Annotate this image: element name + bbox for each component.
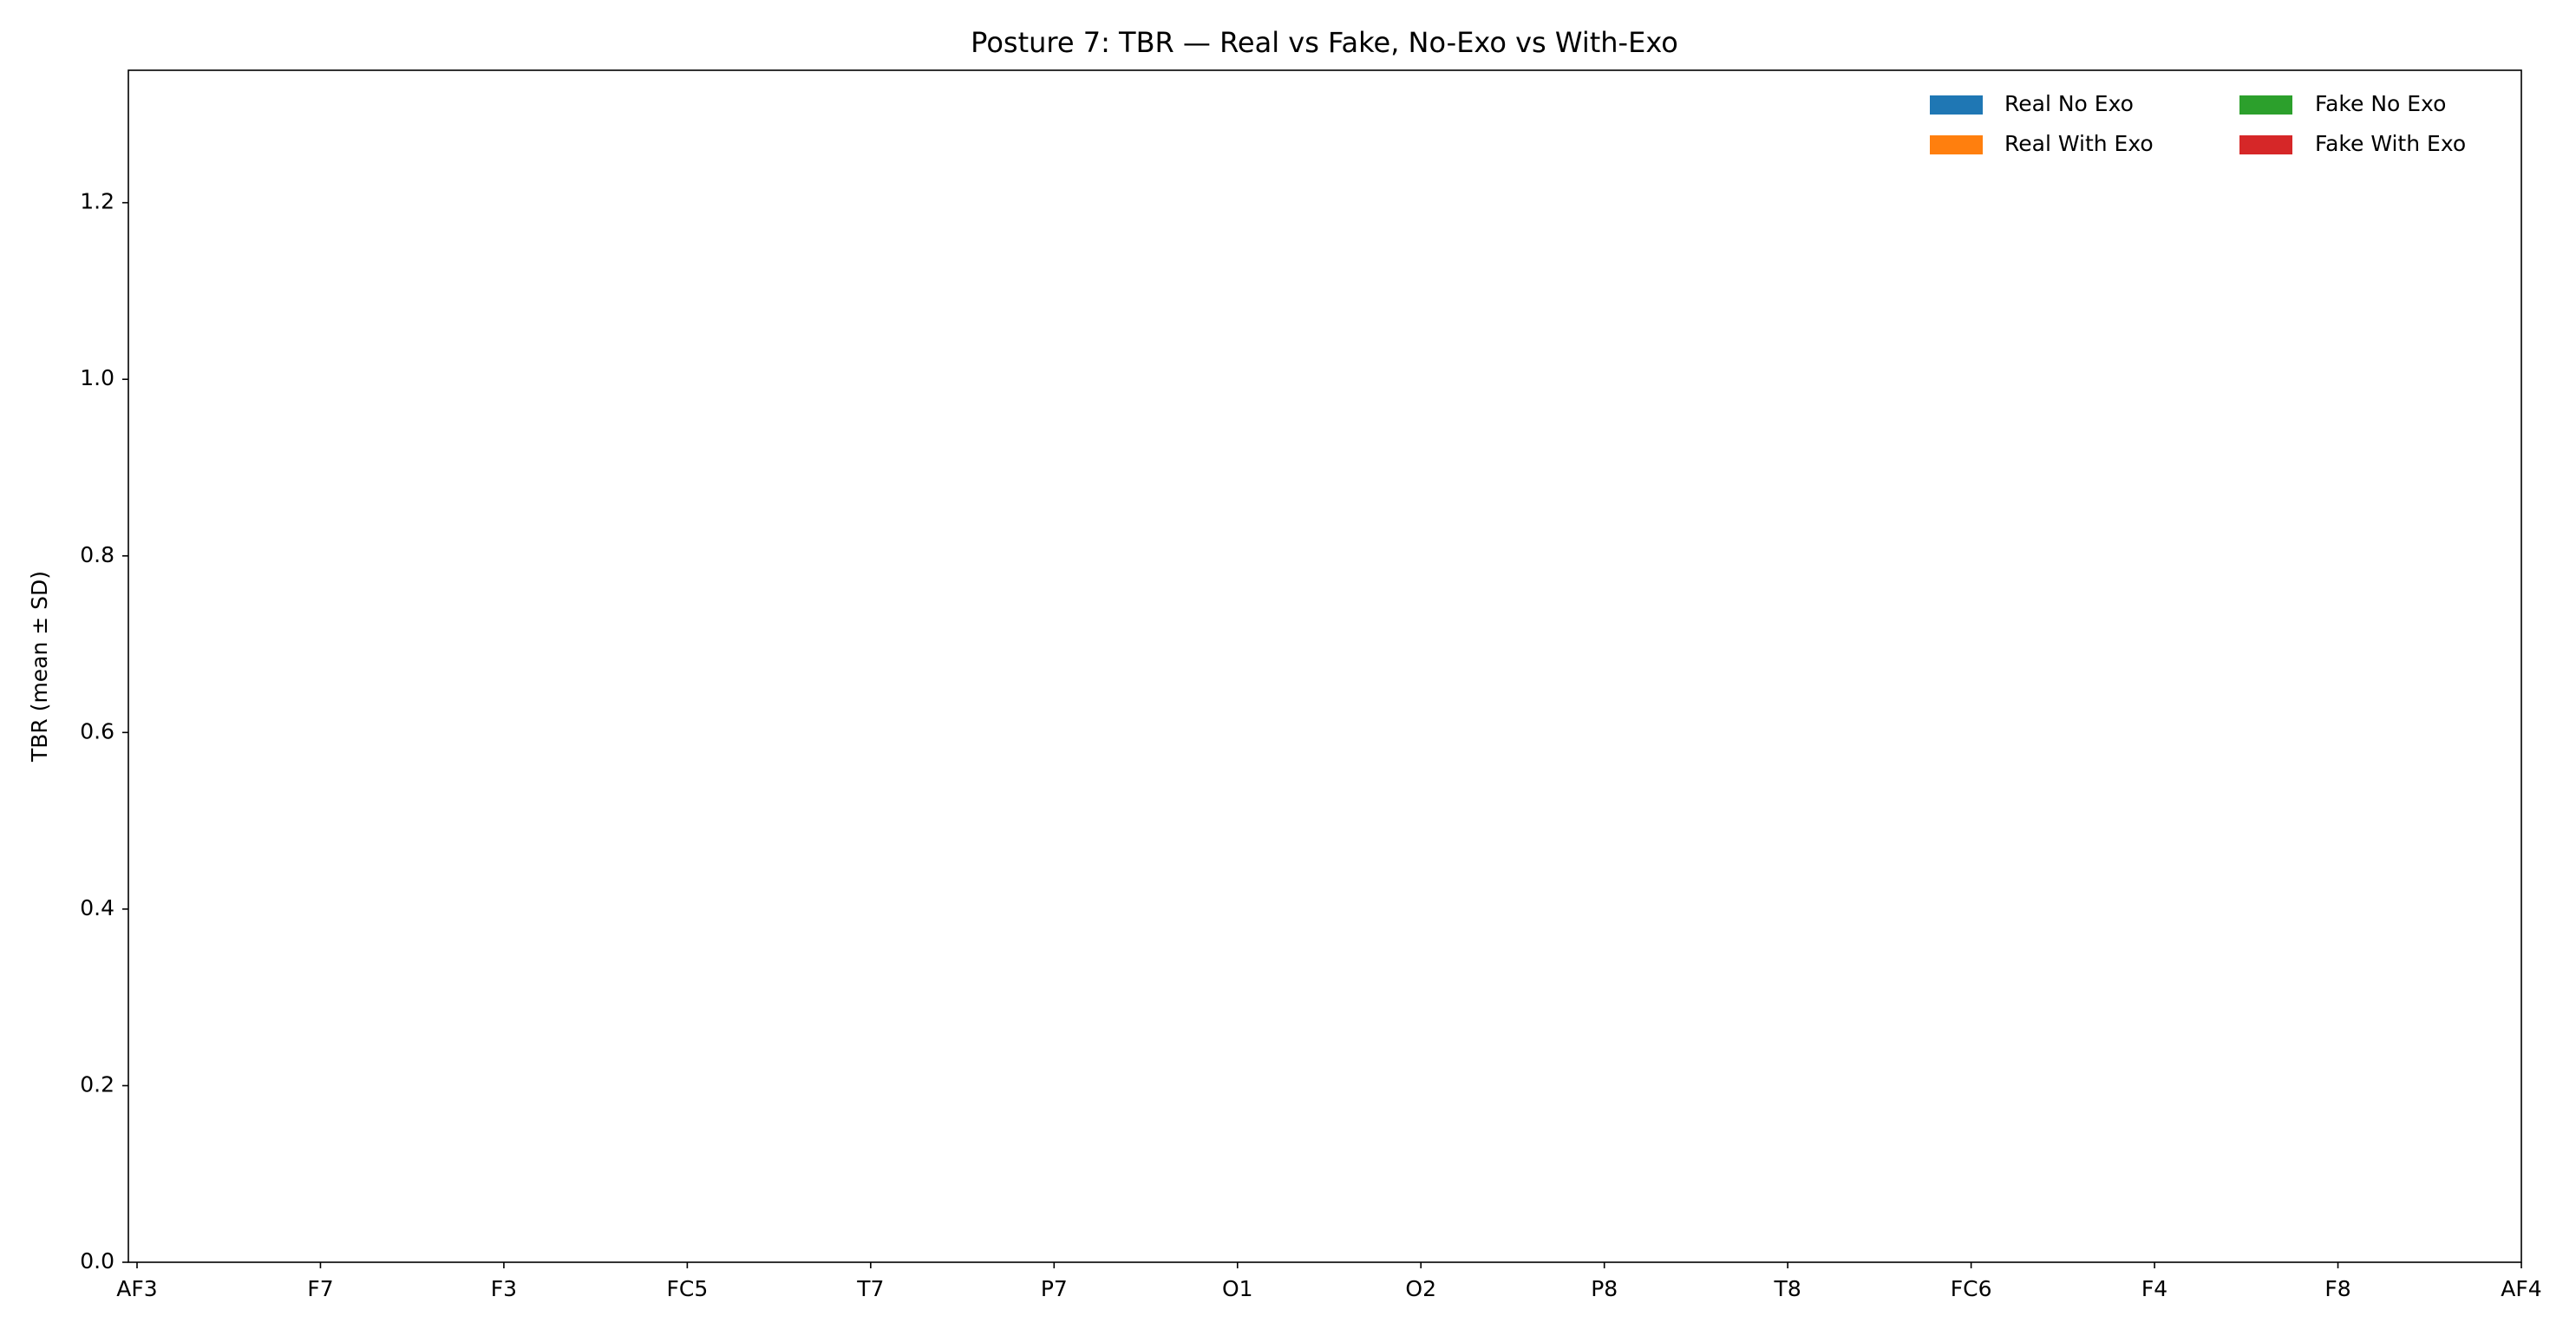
y-tick-label: 1.0	[80, 365, 114, 390]
legend-swatch	[1930, 95, 1983, 115]
x-tick-label: O1	[1222, 1276, 1253, 1301]
y-tick-label: 0.2	[80, 1071, 114, 1097]
legend-label: Real No Exo	[2004, 91, 2134, 116]
chart-title: Posture 7: TBR — Real vs Fake, No-Exo vs…	[971, 26, 1678, 59]
x-tick-label: F4	[2141, 1276, 2167, 1301]
x-tick-label: FC5	[667, 1276, 709, 1301]
x-tick-label: P7	[1041, 1276, 1068, 1301]
legend-swatch	[2239, 135, 2292, 154]
legend-label: Real With Exo	[2004, 131, 2154, 156]
y-tick-label: 1.2	[80, 189, 114, 214]
x-tick-label: P8	[1591, 1276, 1618, 1301]
legend-swatch	[1930, 135, 1983, 154]
y-tick-label: 0.8	[80, 542, 114, 567]
y-tick-label: 0.6	[80, 718, 114, 743]
legend-label: Fake No Exo	[2315, 91, 2446, 116]
x-tick-label: F8	[2324, 1276, 2350, 1301]
plot-frame	[127, 69, 2522, 1263]
y-axis-label: TBR (mean ± SD)	[27, 571, 52, 763]
x-tick-label: T7	[856, 1276, 884, 1301]
x-tick-label: F7	[307, 1276, 333, 1301]
legend-label: Fake With Exo	[2315, 131, 2466, 156]
legend-swatch	[2239, 95, 2292, 115]
x-tick-label: F3	[491, 1276, 517, 1301]
x-tick-label: T8	[1774, 1276, 1801, 1301]
y-tick-label: 0.0	[80, 1248, 114, 1274]
x-tick-label: O2	[1405, 1276, 1436, 1301]
x-tick-label: FC6	[1951, 1276, 1992, 1301]
x-tick-label: AF4	[2501, 1276, 2541, 1301]
x-tick-label: AF3	[116, 1276, 157, 1301]
y-tick-label: 0.4	[80, 895, 114, 920]
